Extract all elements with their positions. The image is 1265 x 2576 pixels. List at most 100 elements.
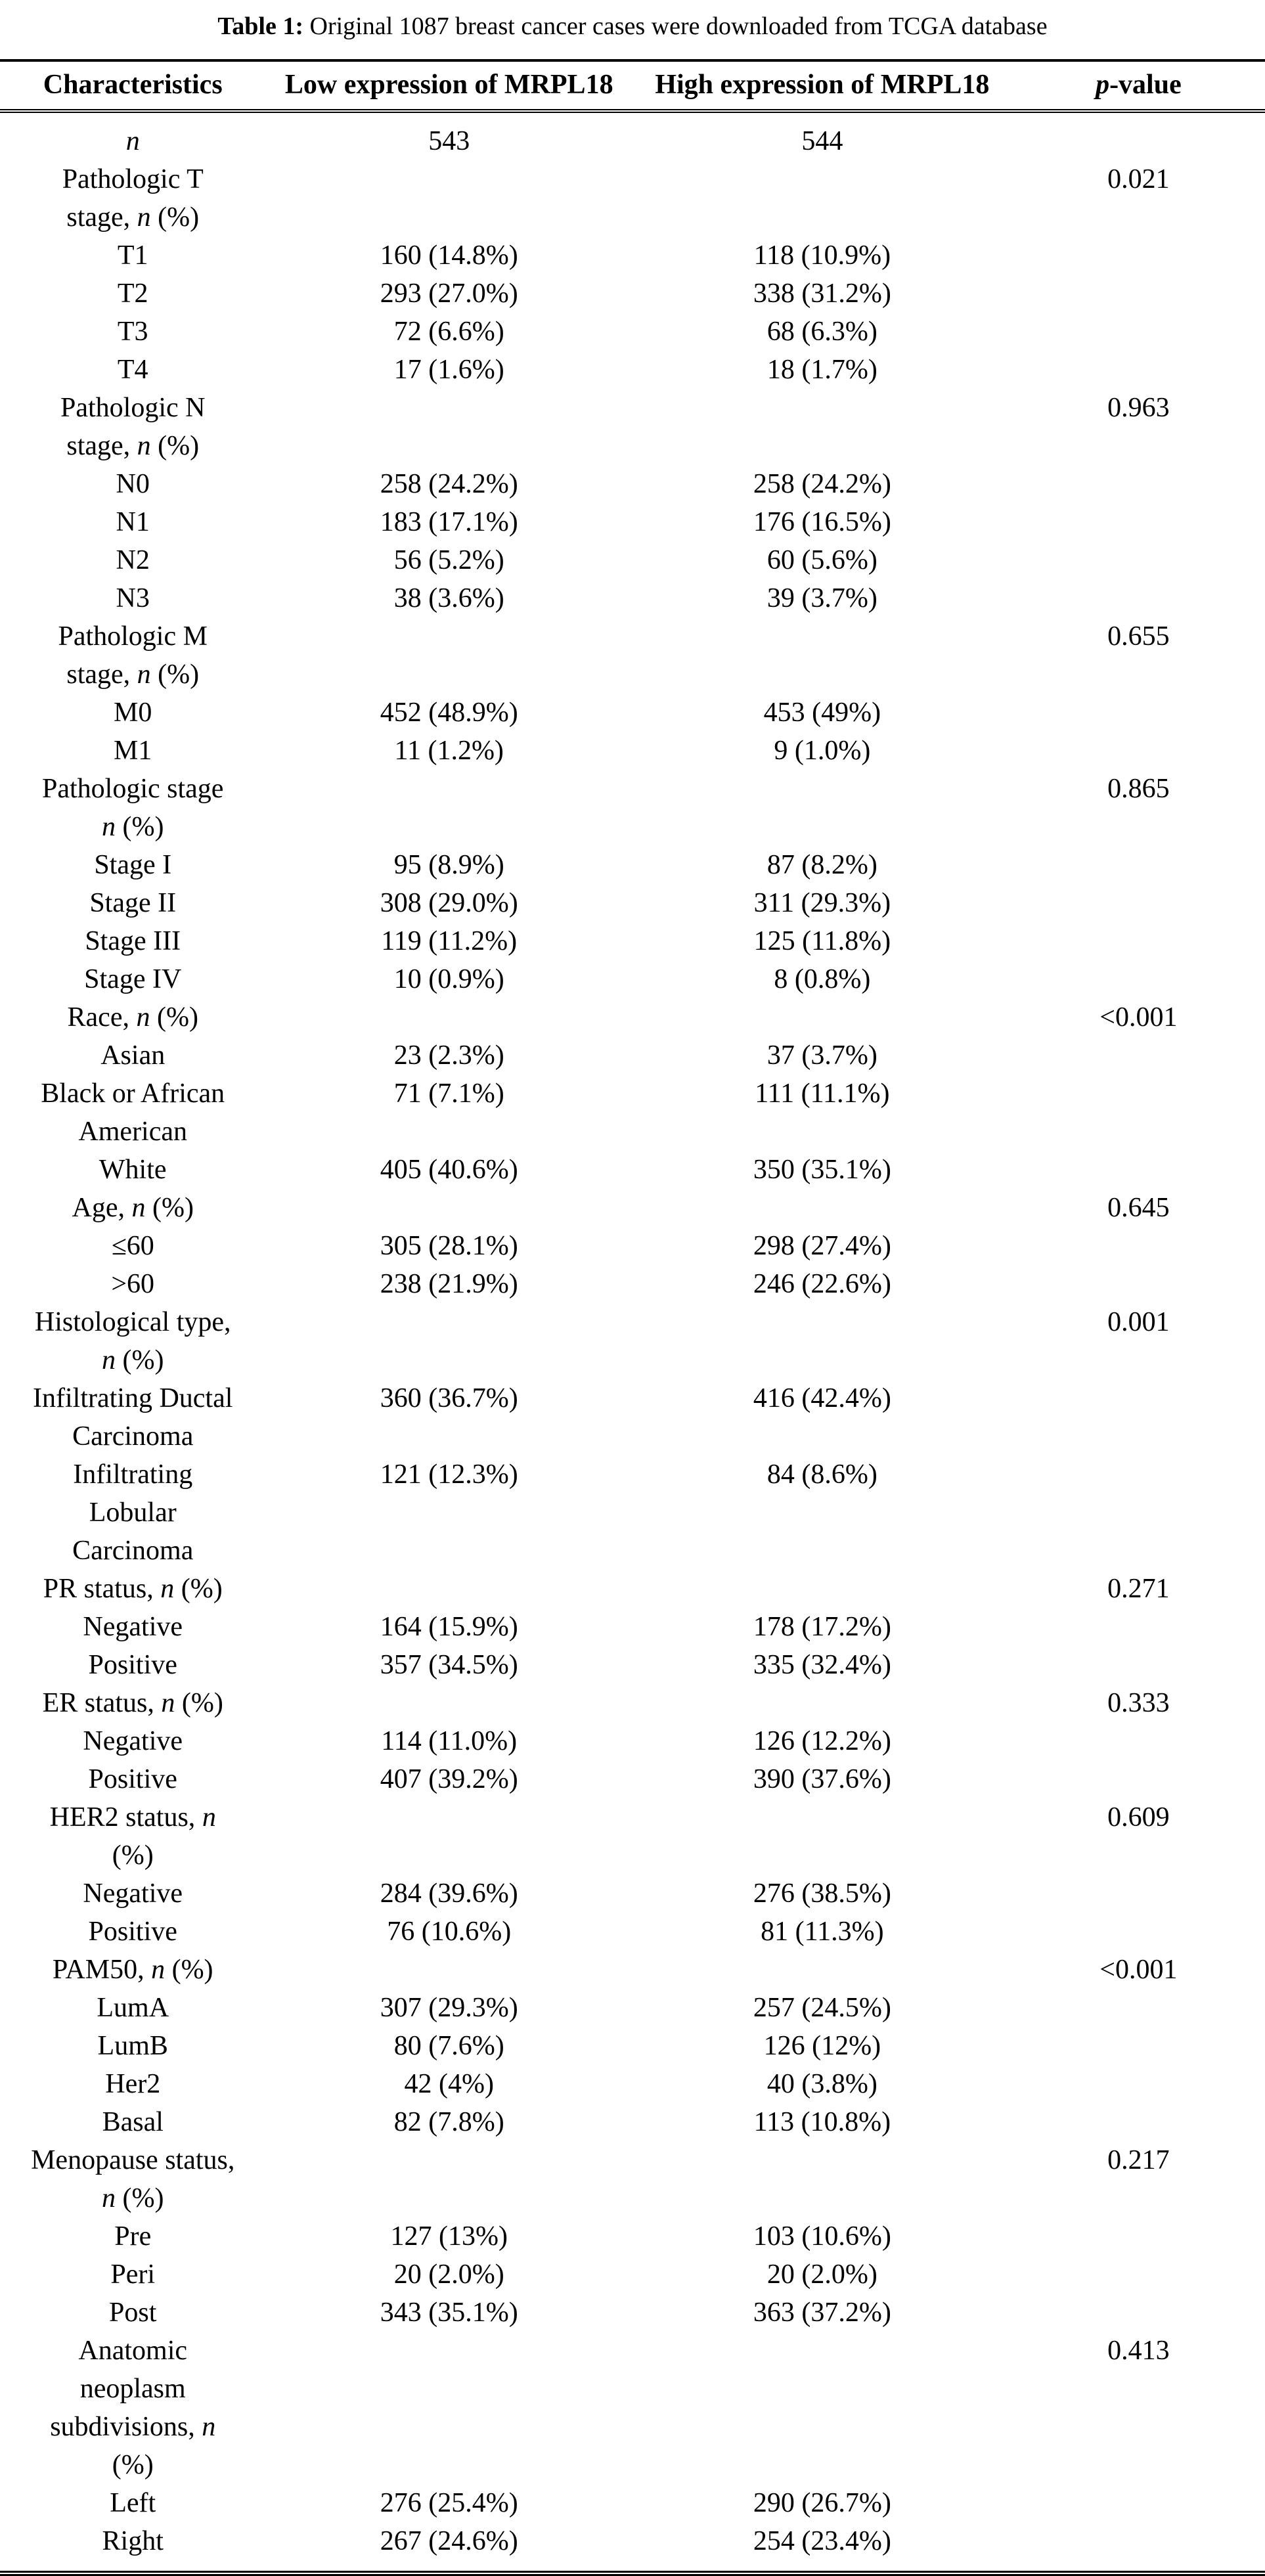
col-header-characteristics: Characteristics	[0, 60, 266, 113]
low-expression-value: 71 (7.1%)	[393, 1078, 504, 1109]
row-label: Negative	[83, 1726, 183, 1756]
row-label: LumB	[97, 2031, 168, 2061]
table-row: Post 343 (35.1%) 363 (37.2%)	[0, 2294, 1265, 2332]
low-expression-value	[265, 389, 632, 465]
table-row: White 405 (40.6%) 350 (35.1%)	[0, 1151, 1265, 1189]
high-expression-value	[632, 1570, 1012, 1608]
low-expression-value: 238 (21.9%)	[380, 1269, 518, 1299]
row-label: N0	[116, 469, 150, 499]
table-row: T4 17 (1.6%) 18 (1.7%)	[0, 351, 1265, 389]
table-row: Stage II 308 (29.0%) 311 (29.3%)	[0, 884, 1265, 922]
high-expression-value	[632, 2141, 1012, 2217]
row-label: Infiltrating Ductal Carcinoma	[33, 1383, 233, 1452]
p-value: 0.865	[1107, 774, 1170, 804]
table-row: Peri 20 (2.0%) 20 (2.0%)	[0, 2255, 1265, 2294]
high-expression-value: 338 (31.2%)	[753, 278, 891, 309]
p-value	[1012, 1913, 1265, 1951]
low-expression-value: 276 (25.4%)	[380, 2488, 518, 2518]
table-row: Pathologic M stage, n (%) 0.655	[0, 617, 1265, 694]
low-expression-value	[265, 1951, 632, 1989]
row-label: Negative	[83, 1612, 183, 1642]
high-expression-value	[632, 160, 1012, 236]
p-value	[1012, 111, 1265, 160]
table-row: Infiltrating Ductal Carcinoma 360 (36.7%…	[0, 1379, 1265, 1455]
high-expression-value	[632, 998, 1012, 1036]
table-row: Right 267 (24.6%) 254 (23.4%)	[0, 2522, 1265, 2573]
low-expression-value: 121 (12.3%)	[380, 1459, 518, 1490]
row-label: Post	[109, 2298, 157, 2328]
p-value: <0.001	[1099, 1955, 1178, 1985]
low-expression-value: 127 (13%)	[390, 2221, 508, 2252]
high-expression-value	[632, 770, 1012, 846]
table-row: n 543 544	[0, 111, 1265, 160]
table-row: Age, n (%) 0.645	[0, 1189, 1265, 1227]
high-expression-value: 258 (24.2%)	[753, 469, 891, 499]
p-value	[1012, 2255, 1265, 2294]
table-row: LumB 80 (7.6%) 126 (12%)	[0, 2027, 1265, 2065]
low-expression-value: 95 (8.9%)	[393, 850, 504, 880]
table-row: Positive 407 (39.2%) 390 (37.6%)	[0, 1760, 1265, 1798]
table-row: LumA 307 (29.3%) 257 (24.5%)	[0, 1989, 1265, 2027]
header-row: Characteristics Low expression of MRPL18…	[0, 60, 1265, 113]
high-expression-value: 126 (12%)	[763, 2031, 881, 2061]
high-expression-value: 276 (38.5%)	[753, 1878, 891, 1909]
low-expression-value: 267 (24.6%)	[380, 2526, 518, 2556]
low-expression-value	[265, 617, 632, 694]
high-expression-value: 60 (5.6%)	[766, 545, 877, 575]
high-expression-value	[632, 1798, 1012, 1875]
high-expression-value: 298 (27.4%)	[753, 1231, 891, 1261]
high-expression-value	[632, 389, 1012, 465]
high-expression-value: 81 (11.3%)	[761, 1917, 884, 1947]
low-expression-value: 10 (0.9%)	[393, 964, 504, 994]
p-value	[1012, 1075, 1265, 1151]
high-expression-value: 254 (23.4%)	[753, 2526, 891, 2556]
p-value	[1012, 2294, 1265, 2332]
row-label: T1	[117, 240, 148, 271]
col-header-pvalue: p-value	[1011, 60, 1265, 113]
table-row: Pre 127 (13%) 103 (10.6%)	[0, 2217, 1265, 2255]
table-row: ER status, n (%) 0.333	[0, 1684, 1265, 1722]
high-expression-value: 246 (22.6%)	[753, 1269, 891, 1299]
low-expression-value: 293 (27.0%)	[380, 278, 518, 309]
p-value: 0.609	[1107, 1802, 1170, 1832]
p-value	[1012, 1608, 1265, 1646]
row-label: >60	[111, 1269, 155, 1299]
row-label: Menopause status, n (%)	[31, 2145, 235, 2213]
table-row: Basal 82 (7.8%) 113 (10.8%)	[0, 2103, 1265, 2141]
low-expression-value: 114 (11.0%)	[381, 1726, 518, 1756]
low-expression-value: 56 (5.2%)	[393, 545, 504, 575]
table-row: T3 72 (6.6%) 68 (6.3%)	[0, 313, 1265, 351]
row-label: ≤60	[111, 1231, 154, 1261]
high-expression-value: 416 (42.4%)	[753, 1383, 891, 1413]
row-label: M1	[114, 736, 152, 766]
table-header: Characteristics Low expression of MRPL18…	[0, 60, 1265, 113]
row-label: Anatomic neoplasm subdivisions, n (%)	[50, 2336, 216, 2480]
p-value	[1012, 1379, 1265, 1455]
table-body: n 543 544 Pathologic T stage, n (%) 0.02…	[0, 111, 1265, 2573]
row-label: N1	[116, 507, 150, 537]
low-expression-value: 38 (3.6%)	[393, 583, 504, 613]
row-label: Pathologic N stage, n (%)	[60, 393, 206, 461]
row-label: Black or African American	[41, 1078, 225, 1147]
high-expression-value: 84 (8.6%)	[766, 1459, 877, 1490]
low-expression-value: 305 (28.1%)	[380, 1231, 518, 1261]
table-row: PR status, n (%) 0.271	[0, 1570, 1265, 1608]
row-label: T4	[117, 355, 148, 385]
p-value	[1012, 236, 1265, 275]
p-value: 0.217	[1107, 2145, 1170, 2175]
row-label: Basal	[102, 2107, 164, 2137]
high-expression-value	[632, 1951, 1012, 1989]
low-expression-value: 119 (11.2%)	[381, 926, 518, 956]
row-label: Stage III	[85, 926, 181, 956]
p-value: 0.413	[1107, 2336, 1170, 2366]
low-expression-value: 258 (24.2%)	[380, 469, 518, 499]
table-row: Left 276 (25.4%) 290 (26.7%)	[0, 2484, 1265, 2522]
p-value	[1012, 846, 1265, 884]
p-value	[1012, 351, 1265, 389]
row-label: Pre	[114, 2221, 152, 2252]
p-value	[1012, 1455, 1265, 1570]
table-row: Pathologic T stage, n (%) 0.021	[0, 160, 1265, 236]
high-expression-value: 103 (10.6%)	[753, 2221, 891, 2252]
low-expression-value: 17 (1.6%)	[393, 355, 504, 385]
